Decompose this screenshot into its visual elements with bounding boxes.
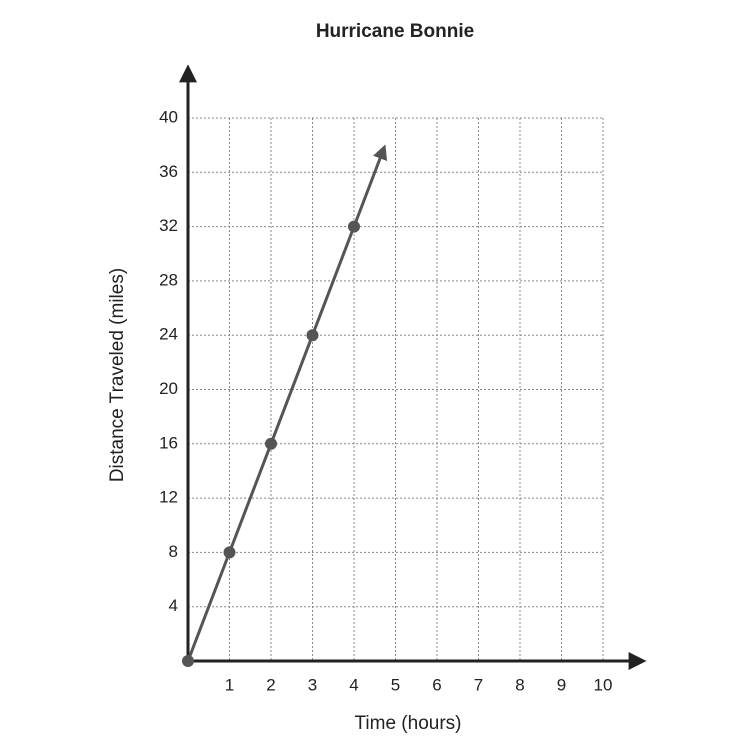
y-tick-label: 40: [159, 107, 178, 126]
x-tick-label: 7: [474, 675, 483, 694]
x-tick-label: 6: [432, 675, 441, 694]
chart-title: Hurricane Bonnie: [316, 21, 474, 42]
data-point: [182, 655, 194, 667]
data-point: [265, 437, 277, 450]
y-tick-label: 16: [159, 433, 178, 452]
x-tick-label: 9: [557, 675, 566, 694]
y-tick-label: 4: [169, 596, 178, 615]
line-arrow: [352, 144, 388, 228]
data-point: [223, 546, 236, 559]
y-tick-label: 20: [159, 379, 178, 398]
x-tick-label: 5: [391, 675, 400, 694]
y-tick-label: 24: [159, 325, 178, 344]
x-axis-label: Time (hours): [355, 713, 462, 734]
x-tick-label: 10: [594, 675, 613, 694]
x-tick-label: 4: [349, 675, 358, 694]
y-tick-label: 12: [159, 488, 178, 507]
x-tick-label: 1: [225, 675, 234, 694]
x-tick-label: 3: [308, 675, 317, 694]
y-tick-label: 8: [169, 542, 178, 561]
y-tick-label: 36: [159, 162, 178, 181]
data-point: [306, 329, 319, 342]
x-tick-label: 8: [515, 675, 524, 694]
x-tick-label: 2: [266, 675, 275, 694]
y-tick-label: 28: [159, 270, 178, 289]
data-point: [348, 220, 360, 233]
y-axis-label: Distance Traveled (miles): [107, 268, 128, 482]
y-tick-label: 32: [159, 216, 178, 235]
